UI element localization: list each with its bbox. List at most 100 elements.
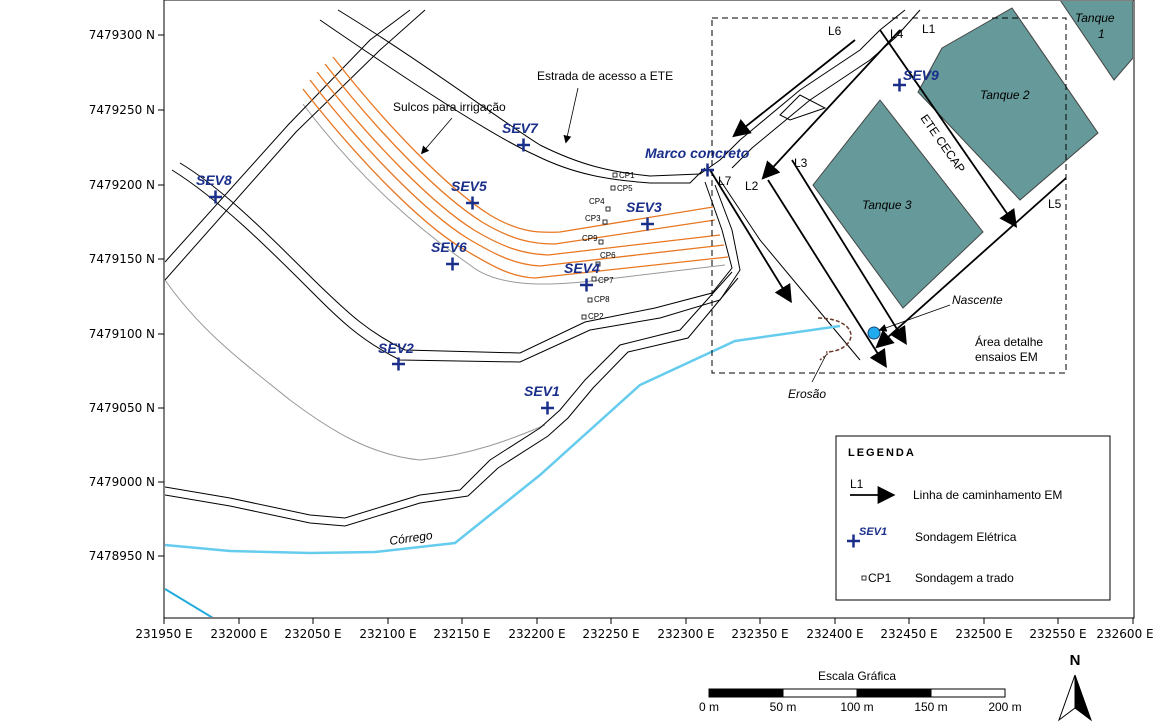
sev-label: SEV2 xyxy=(378,340,414,356)
sev-marker xyxy=(466,196,479,210)
irrigation-furrow xyxy=(332,56,714,233)
line-label: L5 xyxy=(1048,197,1062,211)
x-tick-label: 232050 E xyxy=(284,627,341,641)
cp-marker xyxy=(595,261,601,267)
leader-arrow xyxy=(563,87,579,144)
sev-label: SEV1 xyxy=(524,383,560,399)
em-line-l2 xyxy=(767,179,887,369)
sev-points: SEV1 SEV2 SEV3 SEV4 SEV5 SEV6 SEV7 SEV8 … xyxy=(196,67,939,415)
north-arrow-icon: N xyxy=(1057,652,1093,722)
x-tick-label: 232100 E xyxy=(359,627,416,641)
x-tick-label: 232000 E xyxy=(210,627,267,641)
road-edge xyxy=(319,19,706,184)
x-tick-label: 232600 E xyxy=(1096,627,1153,641)
marker-label: Marco concreto xyxy=(645,145,750,161)
furrows-label: Sulcos para irrigação xyxy=(393,100,506,114)
cp-marker xyxy=(591,276,597,282)
tank-1-label: Tanque xyxy=(1075,11,1115,25)
x-tick-label: 232200 E xyxy=(508,627,565,641)
leader-arrow xyxy=(811,354,827,383)
sev-label: SEV6 xyxy=(431,239,467,255)
x-axis: 231950 E 232000 E 232050 E 232100 E 2321… xyxy=(135,618,1154,641)
road-edge xyxy=(165,9,426,281)
road-edge xyxy=(719,9,906,161)
irrigation-furrow xyxy=(316,71,721,256)
legend-box xyxy=(835,435,1111,601)
leader-arrow xyxy=(420,117,453,155)
road-edge xyxy=(165,9,411,263)
x-tick-label: 232250 E xyxy=(582,627,639,641)
em-line-l5 xyxy=(875,177,1067,349)
em-line-l7 xyxy=(709,169,792,304)
x-tick-label: 232150 E xyxy=(433,627,490,641)
stream xyxy=(165,324,841,555)
cp-label: CP3 xyxy=(585,214,601,223)
scale-segment xyxy=(930,688,1006,698)
sev-label: SEV3 xyxy=(626,199,662,215)
erosion-mark xyxy=(817,317,852,353)
sev-marker xyxy=(893,78,906,92)
tank-2-label: Tanque 2 xyxy=(980,88,1030,102)
irrigation-furrow xyxy=(302,88,729,279)
leader-arrow xyxy=(878,304,951,332)
em-line-l1 xyxy=(761,29,901,180)
sev-marker xyxy=(580,278,593,292)
y-tick-label: 7479300 N xyxy=(89,28,155,42)
road-edge xyxy=(459,271,733,491)
detail-area-box xyxy=(711,17,1067,374)
sev-marker xyxy=(517,138,530,152)
road-edge xyxy=(165,494,469,527)
scale-title: Escala Gráfica xyxy=(818,669,896,683)
line-label: L4 xyxy=(890,27,904,41)
marker-concrete xyxy=(701,163,714,177)
line-label: L3 xyxy=(794,156,808,170)
sev-label: SEV8 xyxy=(196,172,232,188)
y-axis: 7479300 N 7479250 N 7479200 N 7479150 N … xyxy=(89,28,164,563)
line-label: L7 xyxy=(718,174,732,188)
line-label: L6 xyxy=(828,24,842,38)
tank-3-label: Tanque 3 xyxy=(862,198,912,212)
erosion-mark xyxy=(819,349,833,361)
cp-marker xyxy=(605,206,611,212)
scale-tick: 100 m xyxy=(840,700,873,714)
contour-line xyxy=(165,279,546,461)
y-tick-label: 7478950 N xyxy=(89,549,155,563)
tank-2 xyxy=(917,7,1099,201)
em-line-l4 xyxy=(879,29,1018,228)
y-tick-label: 7479150 N xyxy=(89,252,155,266)
cp-label: CP6 xyxy=(600,251,616,260)
sev-marker xyxy=(641,217,654,231)
road-edge xyxy=(731,9,921,169)
tank-3 xyxy=(812,99,984,309)
y-tick-label: 7479250 N xyxy=(89,103,155,117)
legend-cp-text: Sondagem a trado xyxy=(915,571,1014,585)
road-label: Estrada de acesso a ETE xyxy=(537,69,673,83)
road-edge xyxy=(467,277,739,497)
legend-sev-text: Sondagem Elétrica xyxy=(915,530,1017,544)
legend-sev-code: SEV1 xyxy=(859,526,887,538)
cp-label: CP2 xyxy=(588,312,604,321)
legend-sev-marker xyxy=(847,534,860,548)
cp-marker xyxy=(610,185,616,191)
sev-label: SEV5 xyxy=(451,178,487,194)
scale-tick: 150 m xyxy=(914,700,947,714)
cp-label: CP4 xyxy=(589,197,605,206)
contour-line xyxy=(302,103,726,285)
y-tick-label: 7479200 N xyxy=(89,178,155,192)
x-tick-label: 232350 E xyxy=(731,627,788,641)
y-tick-label: 7479000 N xyxy=(89,475,155,489)
spring-point xyxy=(867,326,881,340)
detail-area-label: ensaios EM xyxy=(975,350,1038,364)
x-tick-label: 232550 E xyxy=(1029,627,1086,641)
scale-segment xyxy=(856,688,932,698)
em-line-l3 xyxy=(791,159,907,346)
scale-tick: 50 m xyxy=(770,700,797,714)
cp-label: CP5 xyxy=(617,184,633,193)
sev-label: SEV7 xyxy=(502,120,539,136)
cp-label: CP8 xyxy=(594,295,610,304)
x-tick-label: 232400 E xyxy=(806,627,863,641)
em-line-l6 xyxy=(732,39,856,138)
detail-area-label: Área detalhe xyxy=(975,334,1043,349)
legend: LEGENDA L1 Linha de caminhamento EM SEV1… xyxy=(835,435,1111,601)
